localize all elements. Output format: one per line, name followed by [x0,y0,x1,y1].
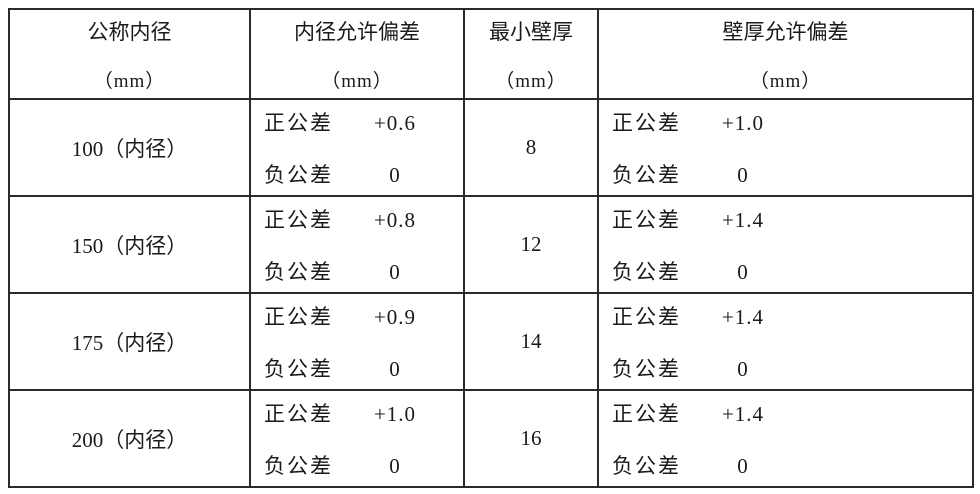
wall-tolerance-cell: 正公差 +1.0 负公差 0 [597,98,974,197]
wall-tolerance-cell: 正公差 +1.4 负公差 0 [597,195,974,294]
col-header-id-tolerance: 内径允许偏差 （mm） [249,8,465,100]
wall-tolerance-cell: 正公差 +1.4 负公差 0 [597,292,974,391]
negative-tolerance-label: 负公差 [612,162,681,187]
header-title: 公称内径 [87,19,172,44]
positive-tolerance-value: +1.4 [721,207,765,232]
positive-tolerance-value: +0.9 [373,304,417,329]
positive-tolerance-line: 正公差 +1.4 [612,204,972,234]
header-title: 内径允许偏差 [294,19,420,44]
negative-tolerance-value: 0 [389,356,401,381]
header-unit: （mm） [93,70,166,92]
col-header-wall-tolerance: 壁厚允许偏差 （mm） [597,8,974,100]
min-wall-cell: 8 [463,98,599,197]
negative-tolerance-label: 负公差 [264,259,333,284]
negative-tolerance-value: 0 [389,453,401,478]
pipe-spec-table: 公称内径 （mm） 内径允许偏差 （mm） 最小壁厚 （mm） 壁厚允许偏差 [8,8,974,488]
header-stack: 最小壁厚 （mm） [465,16,597,93]
header-stack: 公称内径 （mm） [10,16,249,93]
positive-tolerance-value: +1.0 [373,401,417,426]
min-wall-cell: 14 [463,292,599,391]
tolerance-stack: 正公差 +1.4 负公差 0 [599,398,972,480]
positive-tolerance-line: 正公差 +0.6 [264,107,463,137]
positive-tolerance-label: 正公差 [612,110,681,135]
id-tolerance-cell: 正公差 +0.8 负公差 0 [249,195,465,294]
negative-tolerance-line: 负公差 0 [264,450,463,480]
tolerance-stack: 正公差 +0.6 负公差 0 [251,107,463,189]
positive-tolerance-label: 正公差 [264,207,333,232]
positive-tolerance-line: 正公差 +1.4 [612,301,972,331]
negative-tolerance-label: 负公差 [264,356,333,381]
tolerance-stack: 正公差 +1.0 负公差 0 [599,107,972,189]
positive-tolerance-value: +0.6 [373,110,417,135]
positive-tolerance-line: 正公差 +1.0 [612,107,972,137]
negative-tolerance-label: 负公差 [264,453,333,478]
header-unit: （mm） [495,70,567,92]
positive-tolerance-line: 正公差 +1.4 [612,398,972,428]
positive-tolerance-label: 正公差 [264,304,333,329]
table-row: 200（内径） 正公差 +1.0 负公差 0 16 正公差 [8,389,974,488]
tolerance-stack: 正公差 +0.9 负公差 0 [251,301,463,383]
negative-tolerance-value: 0 [389,259,401,284]
negative-tolerance-line: 负公差 0 [264,353,463,383]
header-title: 最小壁厚 [489,19,573,44]
header-stack: 壁厚允许偏差 （mm） [599,16,972,93]
positive-tolerance-value: +0.8 [373,207,417,232]
tolerance-stack: 正公差 +1.4 负公差 0 [599,301,972,383]
header-stack: 内径允许偏差 （mm） [251,16,463,93]
col-header-min-wall: 最小壁厚 （mm） [463,8,599,100]
min-wall-cell: 12 [463,195,599,294]
negative-tolerance-value: 0 [737,453,749,478]
positive-tolerance-value: +1.4 [721,304,765,329]
nominal-diameter-cell: 175（内径） [8,292,251,391]
positive-tolerance-label: 正公差 [612,207,681,232]
negative-tolerance-line: 负公差 0 [612,353,972,383]
negative-tolerance-line: 负公差 0 [612,159,972,189]
id-tolerance-cell: 正公差 +0.6 负公差 0 [249,98,465,197]
negative-tolerance-label: 负公差 [612,259,681,284]
header-unit: （mm） [749,70,822,92]
positive-tolerance-value: +1.0 [721,110,765,135]
nominal-diameter-cell: 150（内径） [8,195,251,294]
tolerance-stack: 正公差 +0.8 负公差 0 [251,204,463,286]
wall-tolerance-cell: 正公差 +1.4 负公差 0 [597,389,974,488]
negative-tolerance-label: 负公差 [612,356,681,381]
id-tolerance-cell: 正公差 +1.0 负公差 0 [249,389,465,488]
header-row: 公称内径 （mm） 内径允许偏差 （mm） 最小壁厚 （mm） 壁厚允许偏差 [8,8,974,100]
positive-tolerance-label: 正公差 [264,110,333,135]
negative-tolerance-value: 0 [737,162,749,187]
nominal-diameter-cell: 100（内径） [8,98,251,197]
negative-tolerance-line: 负公差 0 [264,256,463,286]
positive-tolerance-line: 正公差 +0.9 [264,301,463,331]
table-row: 100（内径） 正公差 +0.6 负公差 0 8 正公差 [8,98,974,197]
col-header-nominal-diameter: 公称内径 （mm） [8,8,251,100]
negative-tolerance-line: 负公差 0 [264,159,463,189]
positive-tolerance-label: 正公差 [612,401,681,426]
negative-tolerance-label: 负公差 [264,162,333,187]
id-tolerance-cell: 正公差 +0.9 负公差 0 [249,292,465,391]
table-row: 150（内径） 正公差 +0.8 负公差 0 12 正公差 [8,195,974,294]
positive-tolerance-line: 正公差 +1.0 [264,398,463,428]
negative-tolerance-line: 负公差 0 [612,450,972,480]
negative-tolerance-value: 0 [389,162,401,187]
negative-tolerance-value: 0 [737,356,749,381]
header-unit: （mm） [321,70,393,92]
table-row: 175（内径） 正公差 +0.9 负公差 0 14 正公差 [8,292,974,391]
tolerance-stack: 正公差 +1.4 负公差 0 [599,204,972,286]
positive-tolerance-line: 正公差 +0.8 [264,204,463,234]
negative-tolerance-value: 0 [737,259,749,284]
positive-tolerance-value: +1.4 [721,401,765,426]
nominal-diameter-cell: 200（内径） [8,389,251,488]
negative-tolerance-line: 负公差 0 [612,256,972,286]
header-title: 壁厚允许偏差 [722,19,849,44]
min-wall-cell: 16 [463,389,599,488]
negative-tolerance-label: 负公差 [612,453,681,478]
tolerance-stack: 正公差 +1.0 负公差 0 [251,398,463,480]
positive-tolerance-label: 正公差 [264,401,333,426]
positive-tolerance-label: 正公差 [612,304,681,329]
